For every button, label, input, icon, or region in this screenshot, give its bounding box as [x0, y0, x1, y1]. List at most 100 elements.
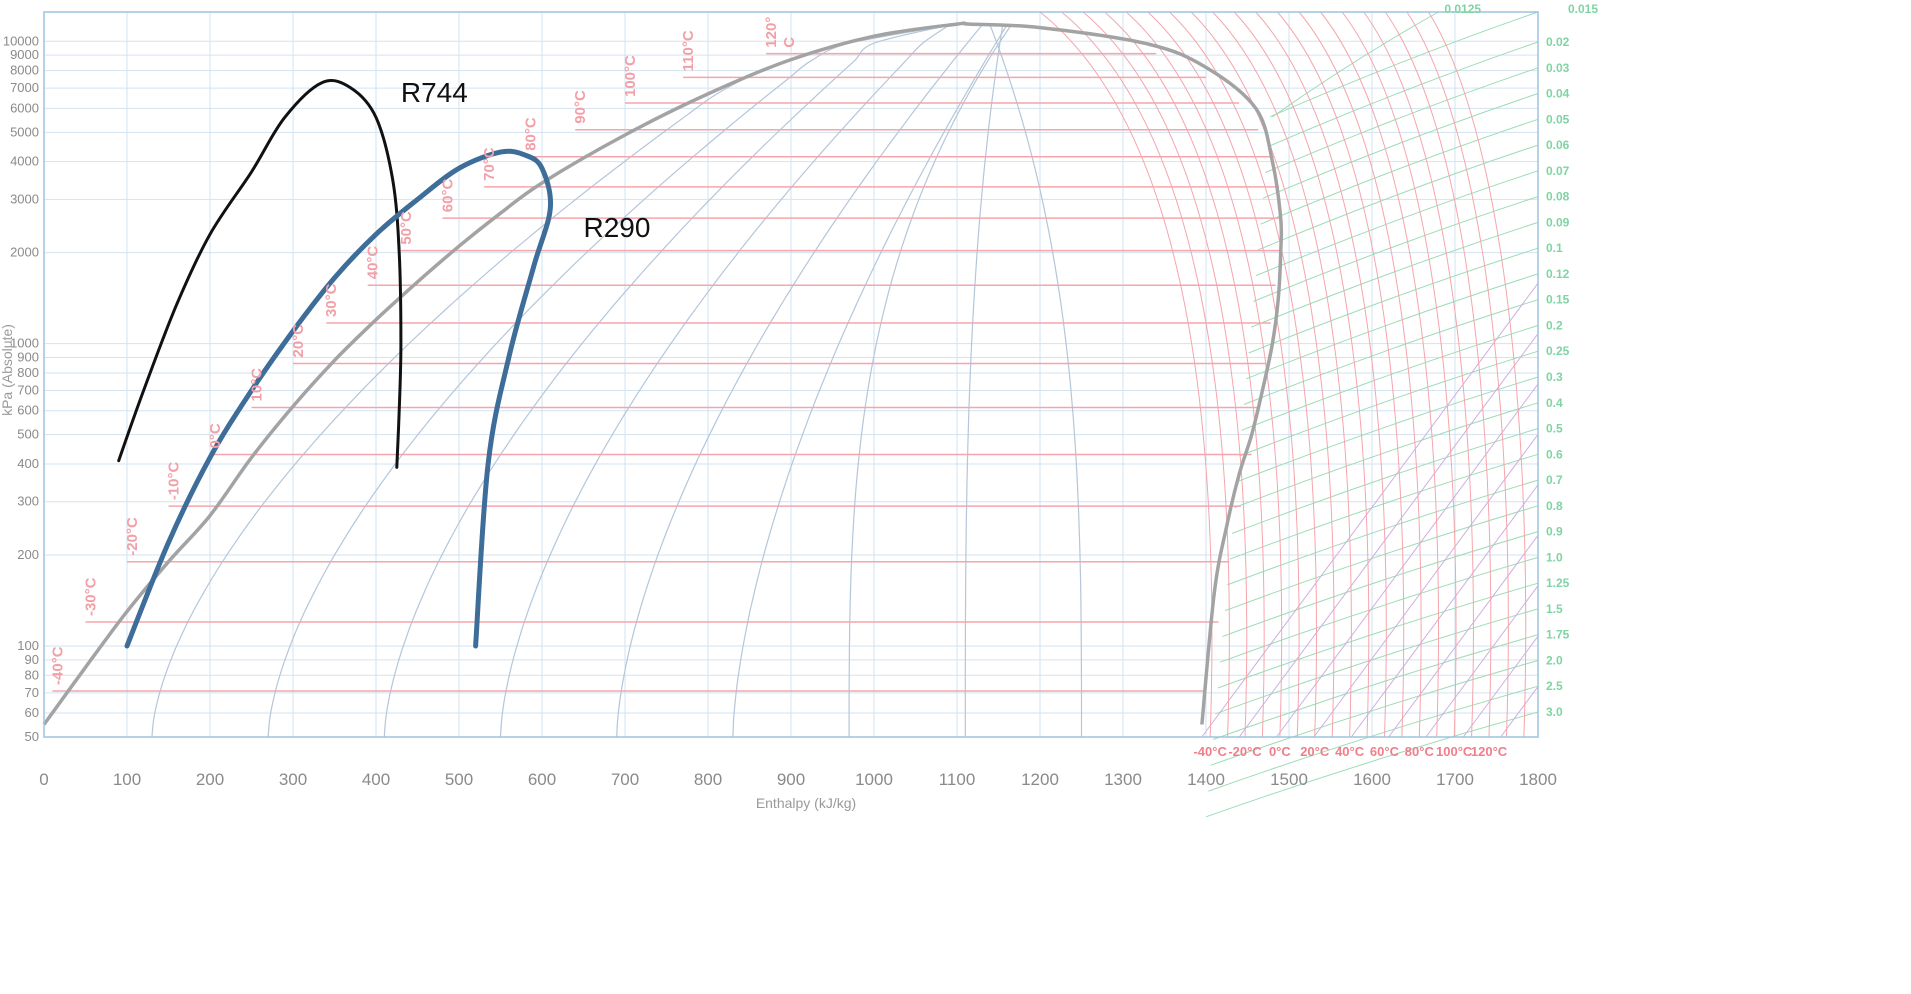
y-axis-title: kPa (Absolute): [0, 324, 15, 416]
specific-volume-label: 0.0125: [1444, 2, 1481, 16]
superheat-isotherm: [1104, 11, 1265, 738]
y-tick-label: 9000: [10, 47, 39, 62]
liquid-temp-label: 90°C: [572, 90, 589, 124]
specific-volume-line: [1272, 11, 1439, 118]
y-tick-label: 6000: [10, 100, 39, 115]
specific-volume-label: 1.5: [1546, 602, 1563, 616]
plot-border: [43, 11, 1539, 738]
specific-volume-line: [1236, 376, 1539, 483]
specific-volume-line: [1227, 479, 1539, 586]
refrigerant-curves: [117, 79, 554, 649]
y-tick-label: 7000: [10, 80, 39, 95]
superheat-isotherm: [1384, 11, 1492, 738]
specific-volume-line: [1231, 428, 1539, 534]
superheat-isotherm: [1320, 11, 1440, 738]
y-tick-label: 400: [17, 456, 39, 471]
specific-volume-lines: [1205, 11, 1539, 818]
specific-volume-label: 0.03: [1546, 61, 1570, 75]
x-tick-label: 1500: [1270, 770, 1308, 789]
specific-volume-line: [1243, 299, 1539, 405]
specific-volume-line: [1224, 505, 1539, 612]
superheat-temp-label: 0°C: [1269, 744, 1291, 759]
x-tick-label: 700: [611, 770, 639, 789]
x-tick-label: 1600: [1353, 770, 1391, 789]
diagonal-line: [1276, 383, 1539, 738]
diagonal-line: [1462, 635, 1539, 738]
specific-volume-label: 0.07: [1546, 164, 1570, 178]
specific-volume-label: 2.0: [1546, 653, 1563, 667]
liquid-temp-label: 20°C: [290, 324, 307, 358]
specific-volume-label: 0.12: [1546, 267, 1570, 281]
specific-volume-label: 0.3: [1546, 370, 1563, 384]
specific-volume-label: 0.015: [1568, 2, 1598, 16]
superheat-isotherm: [1233, 11, 1370, 738]
specific-volume-label: 0.6: [1546, 447, 1563, 461]
x-tick-label: 1300: [1104, 770, 1142, 789]
x-tick-label: 300: [279, 770, 307, 789]
specific-volume-line: [1220, 556, 1539, 663]
specific-volume-line: [1212, 634, 1539, 740]
specific-volume-line: [1248, 247, 1539, 354]
y-tick-label: 3000: [10, 191, 39, 206]
specific-volume-label: 0.08: [1546, 190, 1570, 204]
x-axis-title: Enthalpy (kJ/kg): [756, 795, 856, 811]
series-label-r290: R290: [584, 212, 651, 243]
superheat-temp-label: 100°C: [1436, 744, 1473, 759]
series-line-r290: [124, 148, 554, 649]
y-tick-label: 700: [17, 382, 39, 397]
specific-volume-line: [1260, 118, 1539, 225]
superheat-isotherm: [1039, 11, 1213, 738]
y-tick-label: 4000: [10, 154, 39, 169]
superheat-isotherm: [1147, 11, 1300, 738]
liquid-temp-label: -40°C: [49, 646, 66, 685]
y-tick-label: 300: [17, 494, 39, 509]
x-tick-label: 1100: [939, 770, 976, 789]
x-tick-label: 800: [694, 770, 722, 789]
liquid-temp-label: 40°C: [365, 246, 382, 280]
specific-volume-line: [1208, 685, 1539, 792]
liquid-temp-label: 60°C: [439, 178, 456, 212]
specific-volume-label: 0.04: [1546, 87, 1570, 101]
x-tick-label: 400: [362, 770, 390, 789]
liquid-temp-label: -20°C: [124, 517, 141, 556]
liquid-temp-label: -10°C: [166, 462, 183, 501]
diagonal-line: [1425, 585, 1539, 738]
specific-volume-label: 1.75: [1546, 628, 1570, 642]
superheat-isotherm: [1082, 11, 1248, 738]
specific-volume-line: [1253, 196, 1539, 302]
isentrope-line: [848, 24, 1012, 737]
specific-volume-label: 0.7: [1546, 473, 1563, 487]
specific-volume-line: [1241, 325, 1539, 431]
y-tick-label: 800: [17, 365, 39, 380]
x-tick-label: 100: [113, 770, 141, 789]
superheat-temp-label: 20°C: [1300, 744, 1330, 759]
series-line-r744: [117, 79, 403, 469]
isentrope-line: [267, 24, 950, 738]
specific-volume-label: 0.06: [1546, 138, 1570, 152]
superheat-isotherm: [1061, 11, 1230, 738]
liquid-temp-label: 10°C: [249, 368, 266, 402]
series-label-r744: R744: [401, 77, 468, 108]
specific-volume-label: 0.9: [1546, 525, 1563, 539]
superheat-temp-label: 40°C: [1335, 744, 1365, 759]
isentrope-line: [964, 25, 1004, 737]
liquid-temp-label: C: [781, 37, 798, 48]
specific-volume-line: [1210, 660, 1539, 766]
liquid-temp-label: -30°C: [83, 577, 100, 616]
y-tick-label: 60: [25, 705, 39, 720]
isentrope-line: [499, 24, 950, 738]
diagonal-line: [1350, 484, 1539, 738]
liquid-temp-label: 120°: [763, 17, 780, 48]
x-tick-label: 500: [445, 770, 473, 789]
x-tick-label: 0: [39, 770, 48, 789]
liquid-temp-label: 0°C: [207, 423, 224, 448]
isentrope-line: [732, 24, 1008, 738]
saturation-dome: [42, 21, 1284, 726]
isotherm-lines: [52, 52, 1281, 692]
x-tick-label: 1000: [855, 770, 893, 789]
liquid-temp-label: 80°C: [522, 117, 539, 151]
x-tick-label: 1700: [1436, 770, 1474, 789]
specific-volume-line: [1246, 273, 1539, 380]
superheat-isotherm: [1190, 11, 1335, 738]
